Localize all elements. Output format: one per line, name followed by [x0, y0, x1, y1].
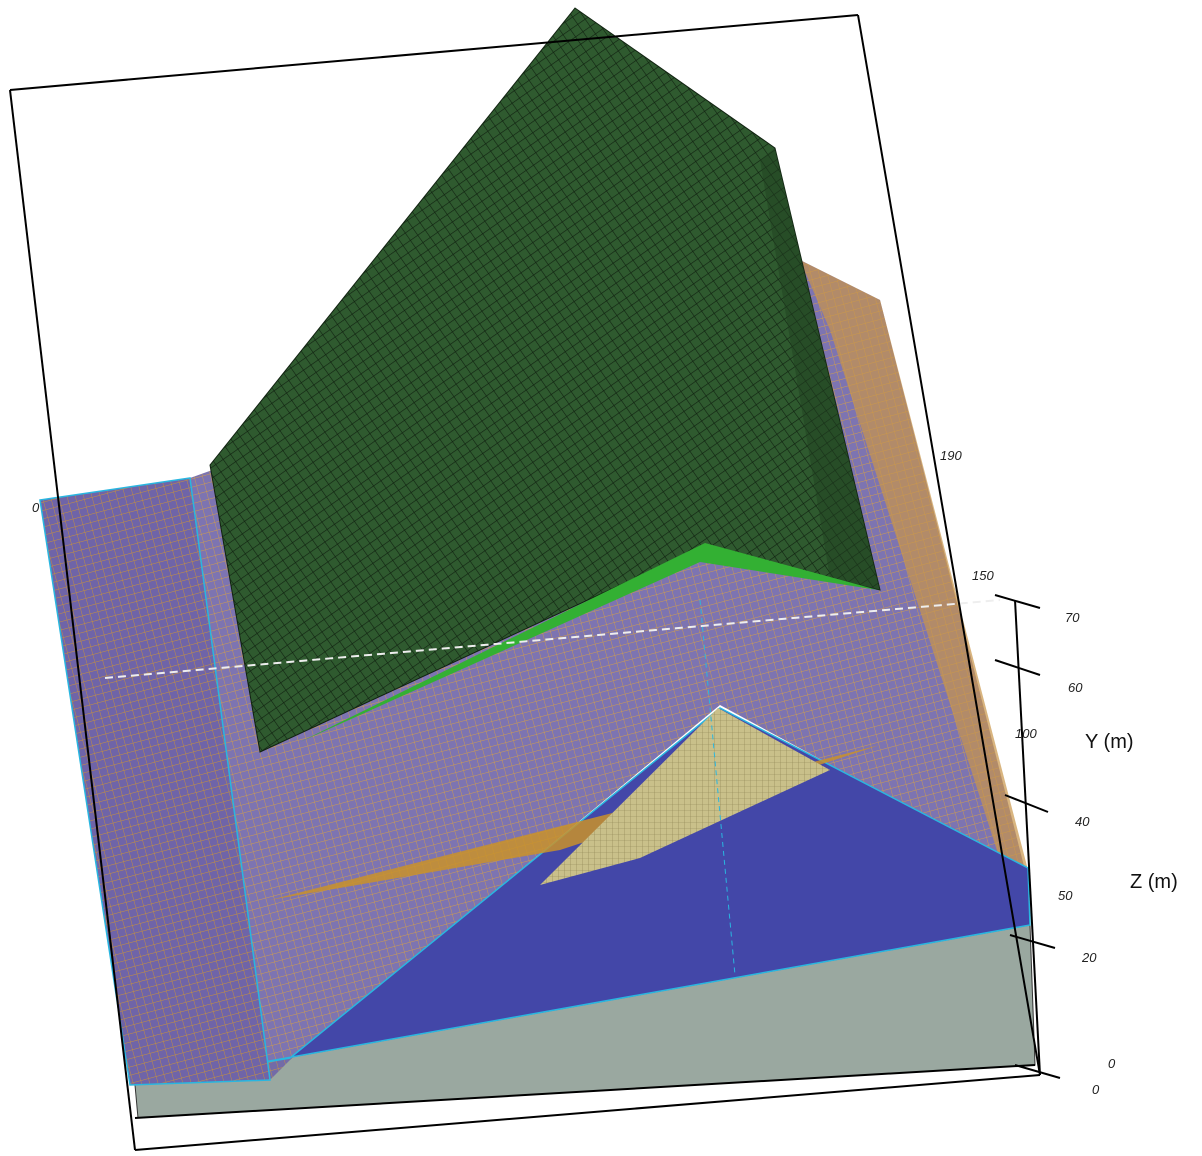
- y-tick-label: 150: [972, 568, 994, 583]
- left-slab: [39, 477, 271, 1086]
- block-right-face: [760, 148, 880, 590]
- z-tick-label: 70: [1065, 610, 1080, 625]
- cone: [540, 708, 830, 885]
- y-axis-title: Y (m): [1085, 731, 1134, 753]
- z-tick-label: 50: [1058, 888, 1073, 903]
- tick-marks: [994, 594, 1061, 1079]
- z-tick-label: 20: [1081, 950, 1097, 965]
- x-tick-label: 0: [32, 500, 40, 515]
- z-tick-label: 60: [1068, 680, 1083, 695]
- z-axis-title: Z (m): [1130, 871, 1178, 893]
- dashed-line: [104, 599, 1001, 679]
- bounding-box: [9, 14, 1041, 1151]
- y-tick-label: 190: [940, 448, 962, 463]
- y-tick-label: 0: [1092, 1082, 1100, 1097]
- back-plane-right: [800, 260, 1028, 870]
- y-tick-label: 100: [1015, 726, 1037, 741]
- z-tick-label: 0: [1108, 1056, 1116, 1071]
- model: [39, 7, 1036, 1119]
- z-tick-label: 40: [1075, 814, 1090, 829]
